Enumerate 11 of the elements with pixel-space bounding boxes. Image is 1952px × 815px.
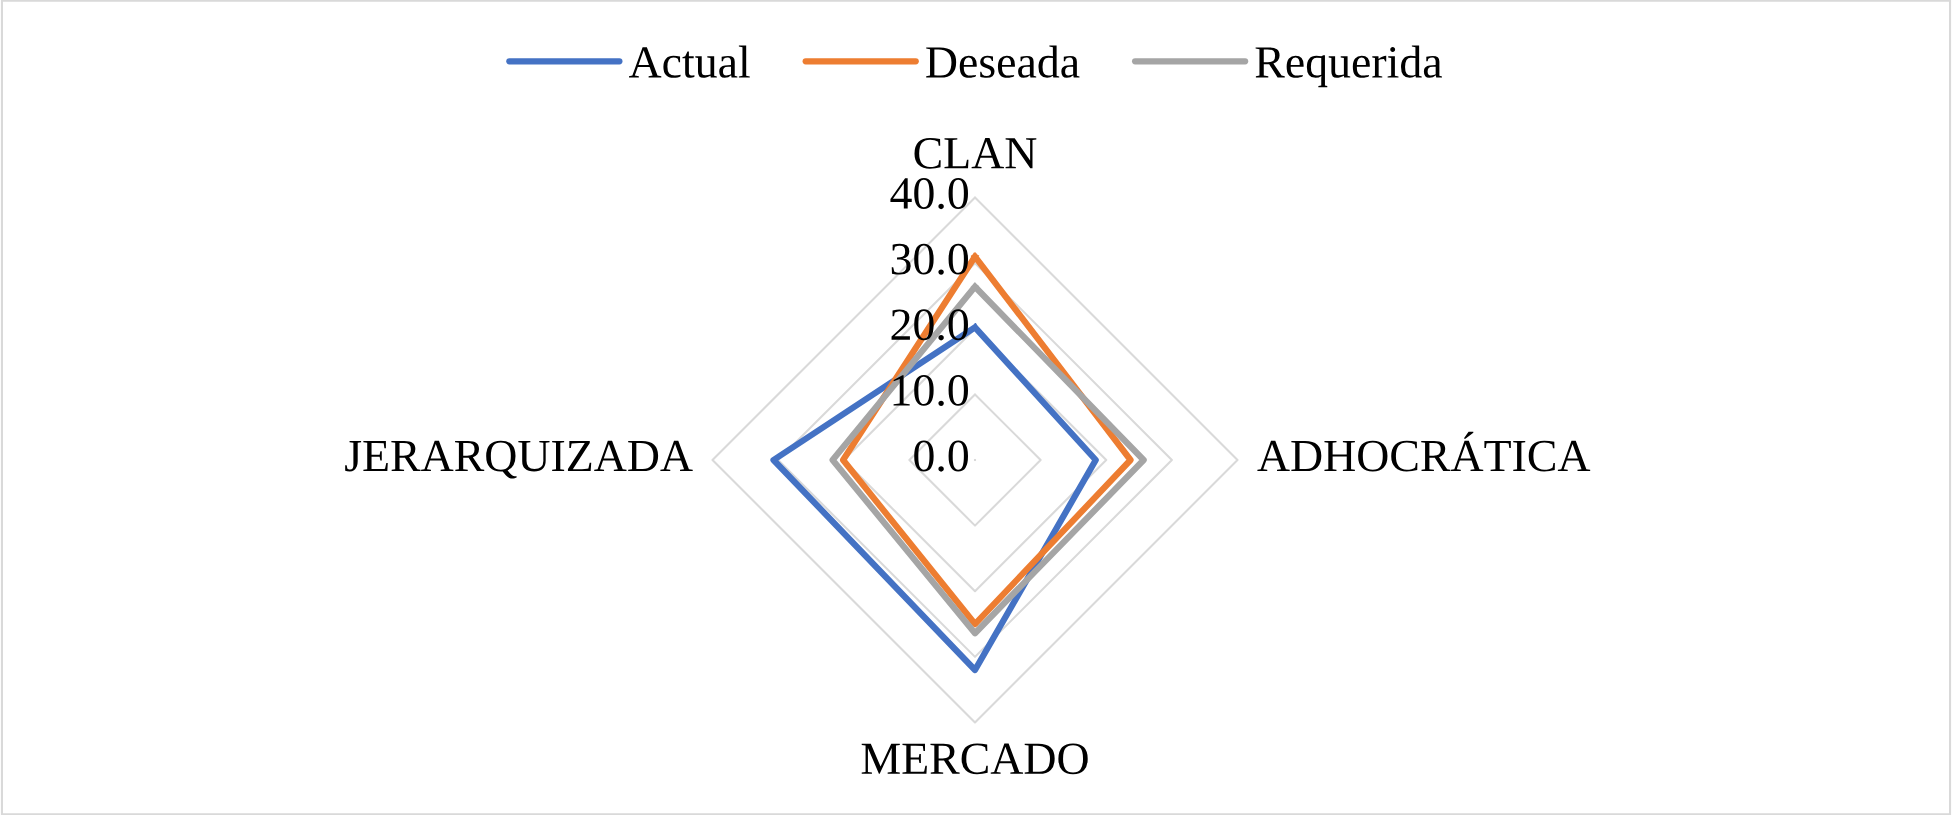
spoke-label: CLAN (914, 137, 1037, 169)
legend-label: Requerida (1255, 45, 1442, 88)
spoke-label: JERARQUIZADA (345, 440, 693, 479)
legend-label: Deseada (926, 45, 1080, 78)
spoke-label: ADHOCRÁTICA (1257, 431, 1591, 472)
y-tick-label: 10.0 (893, 374, 968, 407)
y-tick-label: 40.0 (890, 178, 968, 210)
y-tick-label: 30.0 (891, 243, 968, 275)
legend-label: Actual (628, 45, 750, 78)
spoke-label: MERCADO (861, 743, 1088, 775)
y-tick-label: 0.0 (914, 440, 968, 472)
